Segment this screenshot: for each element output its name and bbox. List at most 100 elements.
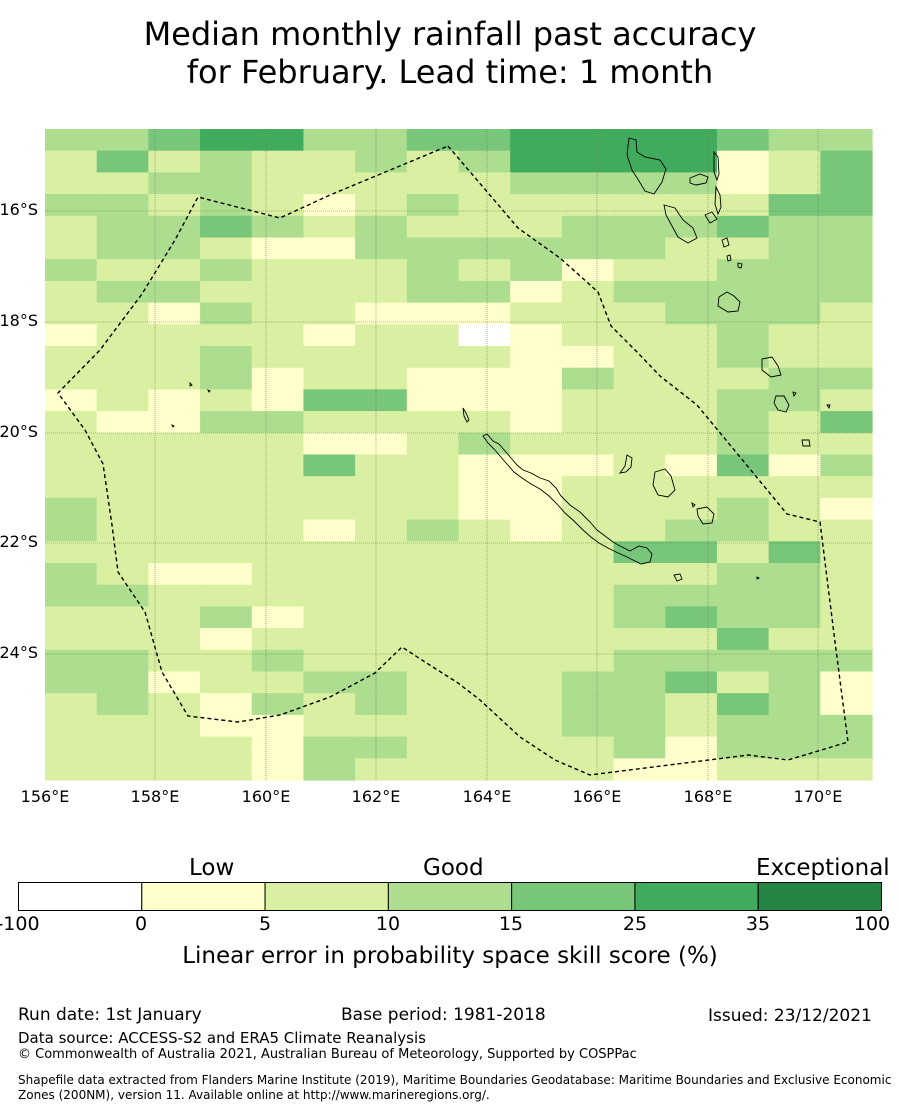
skill-cell — [613, 302, 666, 325]
skill-cell — [613, 259, 666, 282]
skill-cell — [613, 693, 666, 716]
coastline-belep-islands — [462, 407, 470, 423]
skill-cell — [716, 280, 770, 304]
skill-cell — [406, 758, 460, 781]
skill-cell — [665, 519, 718, 542]
skill-cell — [148, 563, 201, 586]
skill-cell — [148, 454, 201, 477]
skill-cell — [820, 563, 873, 586]
skill-cell — [355, 714, 408, 738]
skill-cell — [820, 237, 873, 260]
skill-cell — [510, 172, 563, 195]
skill-cell — [148, 714, 201, 738]
skill-cell — [458, 367, 511, 390]
skill-cell — [768, 367, 821, 390]
skill-cell — [355, 563, 408, 586]
skill-cell — [355, 367, 408, 390]
skill-cell — [716, 584, 770, 607]
skill-cell — [768, 411, 821, 434]
skill-cell — [510, 693, 563, 716]
skill-cell — [458, 606, 511, 629]
chart-title-line-2: for February. Lead time: 1 month — [186, 53, 714, 91]
skill-cell — [406, 563, 460, 586]
skill-cell — [303, 497, 356, 521]
skill-cell — [716, 649, 770, 673]
skill-cell — [561, 476, 615, 499]
colorbar-tick-35: 35 — [745, 913, 771, 935]
graticule-lines — [45, 129, 872, 780]
skill-cell — [355, 454, 408, 477]
skill-cell — [200, 324, 253, 347]
colorbar-tick-15: 15 — [498, 913, 524, 935]
skill-cell — [665, 389, 718, 412]
skill-cell — [406, 584, 460, 607]
skill-cell — [561, 606, 615, 629]
coastline-tiga — [691, 501, 696, 508]
skill-cell — [251, 649, 305, 673]
skill-cell — [148, 628, 201, 651]
skill-cell — [355, 519, 408, 542]
skill-cell — [510, 389, 563, 412]
skill-cell — [665, 150, 718, 173]
skill-cell — [200, 259, 253, 282]
skill-cell — [561, 367, 615, 390]
skill-cell — [355, 693, 408, 716]
colorbar-tick-10: 10 — [375, 913, 401, 935]
skill-cell — [820, 476, 873, 499]
skill-cell — [613, 411, 666, 434]
skill-cell — [303, 324, 356, 347]
skill-cell — [148, 736, 201, 759]
skill-cell — [716, 367, 770, 390]
skill-cell — [355, 280, 408, 304]
skill-cell — [458, 736, 511, 759]
skill-cell — [251, 150, 305, 173]
skill-cell — [45, 172, 98, 195]
coastline-aneityum — [801, 439, 811, 447]
skill-cell — [716, 302, 770, 325]
longitude-label-156e: 156°E — [20, 787, 70, 806]
copyright-notice: © Commonwealth of Australia 2021, Austra… — [18, 1047, 637, 1062]
skill-cell — [148, 606, 201, 629]
skill-cell — [458, 497, 511, 521]
skill-cell — [96, 497, 149, 521]
skill-cell — [561, 693, 615, 716]
longitude-label-168e: 168°E — [683, 787, 733, 806]
skill-cell — [458, 259, 511, 282]
skill-cell — [200, 411, 253, 434]
skill-cell — [251, 324, 305, 347]
skill-cell — [251, 215, 305, 239]
skill-cell — [665, 237, 718, 260]
skill-cell — [406, 476, 460, 499]
skill-cell — [303, 172, 356, 195]
skill-cell — [45, 367, 98, 390]
skill-cell — [200, 714, 253, 738]
skill-cell — [510, 302, 563, 325]
longitude-label-158e: 158°E — [130, 787, 180, 806]
skill-cell — [665, 432, 718, 456]
skill-cell — [251, 671, 305, 694]
skill-cell — [768, 606, 821, 629]
skill-cell — [45, 606, 98, 629]
skill-cell — [510, 519, 563, 542]
skill-cell — [561, 259, 615, 282]
skill-cell — [45, 736, 98, 759]
skill-cell — [613, 129, 666, 152]
skill-cell — [45, 150, 98, 173]
skill-cell — [716, 519, 770, 542]
skill-cell — [820, 497, 873, 521]
skill-cell — [613, 563, 666, 586]
skill-cell — [251, 432, 305, 456]
skill-cell — [458, 671, 511, 694]
skill-cell — [613, 237, 666, 260]
skill-cell — [251, 411, 305, 434]
coastline-new-caledonia — [482, 433, 653, 565]
skill-cell — [355, 346, 408, 369]
skill-cell — [665, 129, 718, 152]
skill-cell — [200, 215, 253, 239]
skill-cell — [820, 367, 873, 390]
skill-cell — [406, 541, 460, 564]
skill-cell — [303, 693, 356, 716]
skill-cell — [406, 259, 460, 282]
skill-cell — [768, 172, 821, 195]
colorbar-title: Linear error in probability space skill … — [182, 943, 718, 969]
